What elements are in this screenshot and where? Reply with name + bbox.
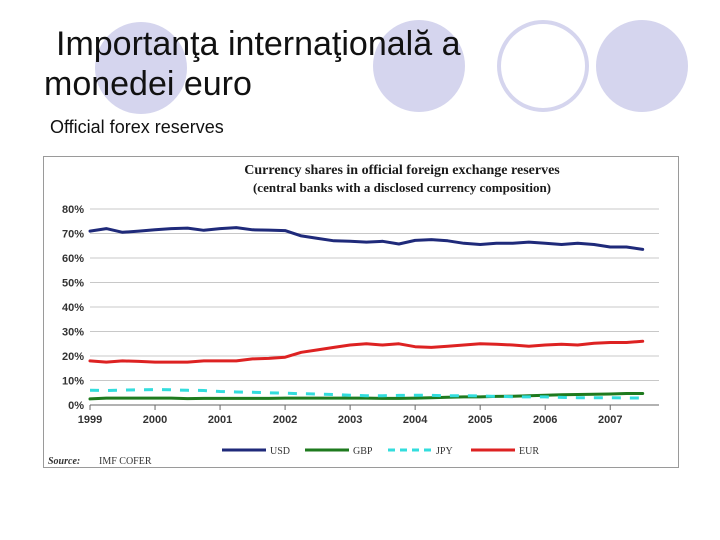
y-tick-label: 60%	[62, 253, 84, 265]
y-tick-label: 70%	[62, 229, 84, 241]
source-text: IMF COFER	[99, 456, 152, 467]
chart-title: Currency shares in official foreign exch…	[244, 163, 560, 178]
x-tick-label: 2000	[143, 414, 167, 426]
slide-title: Importanţa internaţională a monedei euro	[44, 24, 604, 104]
x-tick-label: 2003	[338, 414, 362, 426]
decor-circle-1	[95, 22, 187, 114]
legend-label-eur: EUR	[519, 446, 539, 457]
chart-panel: Currency shares in official foreign exch…	[43, 156, 679, 468]
y-tick-label: 80%	[62, 204, 84, 216]
y-tick-label: 0%	[68, 400, 84, 412]
decor-circle-3	[596, 20, 688, 112]
slide-title-line-1: Importanţa internaţională a	[56, 25, 461, 63]
x-tick-label: 2004	[403, 414, 428, 426]
x-tick-label: 2001	[208, 414, 232, 426]
y-tick-label: 50%	[62, 278, 84, 290]
y-tick-label: 10%	[62, 376, 84, 388]
y-tick-label: 30%	[62, 327, 84, 339]
x-tick-label: 2002	[273, 414, 297, 426]
series-line-eur	[88, 339, 645, 364]
y-tick-label: 20%	[62, 351, 84, 363]
x-tick-label: 1999	[78, 414, 102, 426]
reserves-line-chart: Currency shares in official foreign exch…	[48, 163, 659, 467]
series-line-jpy	[89, 388, 643, 400]
series-line-usd	[88, 226, 645, 251]
x-tick-label: 2007	[598, 414, 622, 426]
slide-title-line-2: monedei euro	[44, 65, 252, 103]
decor-ring-1	[497, 20, 589, 112]
legend-label-gbp: GBP	[353, 446, 373, 457]
decor-circle-2	[373, 20, 465, 112]
x-tick-label: 2005	[468, 414, 492, 426]
y-tick-label: 40%	[62, 302, 84, 314]
x-tick-label: 2006	[533, 414, 557, 426]
legend-label-usd: USD	[270, 446, 290, 457]
source-label: Source:	[48, 456, 80, 467]
chart-subtitle: (central banks with a disclosed currency…	[253, 180, 551, 195]
legend-label-jpy: JPY	[436, 446, 453, 457]
slide-subtitle: Official forex reserves	[50, 117, 224, 137]
series-line-gbp	[88, 392, 645, 401]
